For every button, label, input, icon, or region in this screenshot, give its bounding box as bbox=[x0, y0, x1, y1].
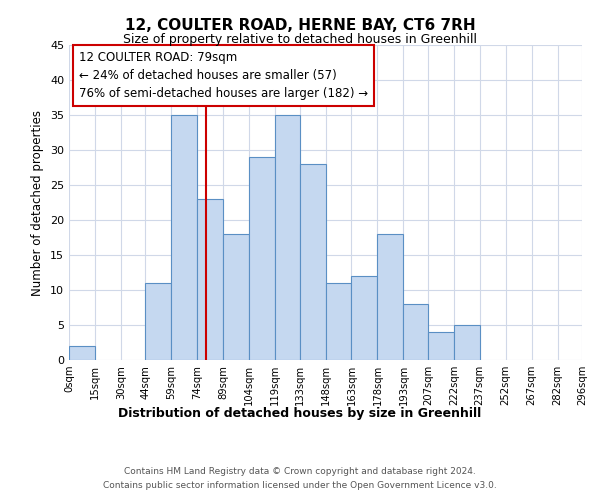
Bar bbox=[377, 234, 403, 360]
Bar bbox=[145, 283, 171, 360]
Text: 12 COULTER ROAD: 79sqm
← 24% of detached houses are smaller (57)
76% of semi-det: 12 COULTER ROAD: 79sqm ← 24% of detached… bbox=[79, 52, 368, 100]
Bar bbox=[197, 199, 223, 360]
Bar bbox=[299, 164, 325, 360]
Bar bbox=[352, 276, 377, 360]
Text: Distribution of detached houses by size in Greenhill: Distribution of detached houses by size … bbox=[118, 408, 482, 420]
Bar bbox=[69, 346, 95, 360]
Text: 12, COULTER ROAD, HERNE BAY, CT6 7RH: 12, COULTER ROAD, HERNE BAY, CT6 7RH bbox=[125, 18, 475, 32]
Bar bbox=[249, 157, 275, 360]
Bar bbox=[171, 115, 197, 360]
Bar bbox=[223, 234, 249, 360]
Bar bbox=[275, 115, 299, 360]
Bar bbox=[325, 283, 352, 360]
Text: Contains public sector information licensed under the Open Government Licence v3: Contains public sector information licen… bbox=[103, 481, 497, 490]
Bar bbox=[403, 304, 428, 360]
Text: Size of property relative to detached houses in Greenhill: Size of property relative to detached ho… bbox=[123, 32, 477, 46]
Bar bbox=[428, 332, 454, 360]
Text: Contains HM Land Registry data © Crown copyright and database right 2024.: Contains HM Land Registry data © Crown c… bbox=[124, 468, 476, 476]
Y-axis label: Number of detached properties: Number of detached properties bbox=[31, 110, 44, 296]
Bar bbox=[454, 325, 480, 360]
